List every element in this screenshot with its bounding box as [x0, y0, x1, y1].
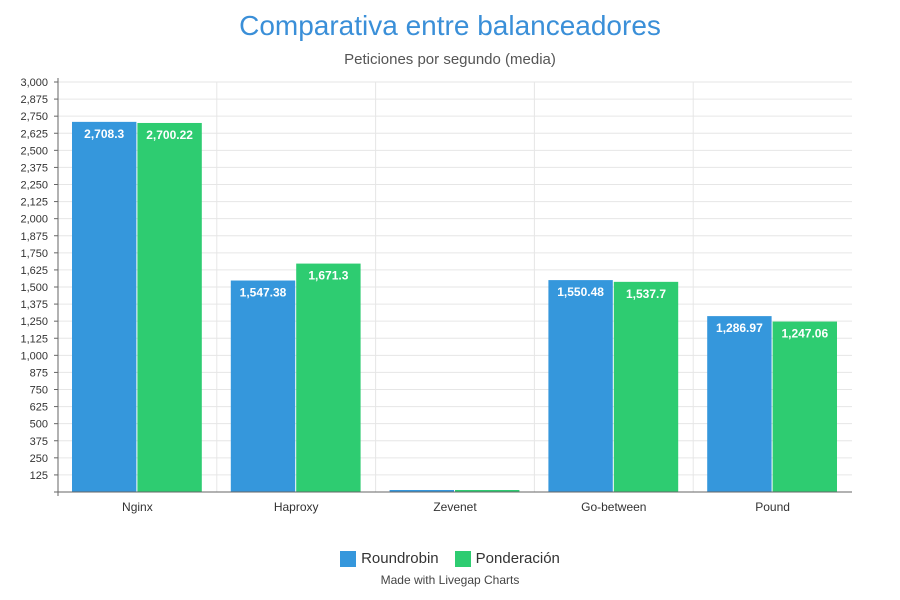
bar-ponderacin-haproxy: [296, 263, 361, 492]
data-label: 1,671.3: [308, 269, 348, 283]
bar-roundrobin-nginx: [72, 121, 137, 493]
y-tick-label: 2,875: [20, 94, 48, 106]
y-tick-label: 2,625: [20, 128, 48, 140]
bar-roundrobin-zevenet: [389, 490, 454, 492]
x-tick-label: Zevenet: [433, 500, 477, 514]
y-tick-label: 1,375: [20, 299, 48, 311]
y-tick-label: 2,125: [20, 197, 48, 209]
bar-ponderacin-nginx: [137, 122, 202, 492]
y-tick-label: 625: [30, 402, 48, 414]
y-tick-label: 500: [30, 419, 48, 431]
y-tick-label: 1,875: [20, 231, 48, 243]
y-tick-label: 1,250: [20, 316, 48, 328]
y-tick-label: 2,375: [20, 162, 48, 174]
data-label: 1,547.38: [240, 286, 287, 300]
y-tick-label: 250: [30, 453, 48, 465]
chart-subtitle: Peticiones por segundo (media): [344, 51, 556, 68]
legend-swatch-ponderacion: [454, 550, 471, 567]
credit-text: Made with Livegap Charts: [380, 573, 520, 587]
y-tick-label: 125: [30, 470, 48, 482]
bar-ponderacin-pound: [772, 321, 837, 492]
y-tick-label: 1,000: [20, 350, 48, 362]
chart-title: Comparativa entre balanceadores: [239, 10, 661, 41]
y-tick-label: 2,750: [20, 111, 48, 123]
y-tick-label: 1,500: [20, 282, 48, 294]
y-tick-label: 2,500: [20, 145, 48, 157]
legend-item-roundrobin[interactable]: Roundrobin: [340, 550, 439, 567]
bar-roundrobin-pound: [707, 316, 772, 492]
bar-ponderacin-gobetween: [613, 281, 679, 492]
y-tick-label: 1,750: [20, 248, 48, 260]
y-tick-label: 875: [30, 367, 48, 379]
legend: Roundrobin Ponderación: [0, 550, 900, 567]
legend-swatch-roundrobin: [340, 550, 357, 567]
y-tick-label: 2,250: [20, 180, 48, 192]
x-tick-label: Nginx: [122, 500, 153, 514]
x-tick-label: Go-between: [581, 500, 646, 514]
y-tick-label: 375: [30, 436, 48, 448]
y-tick-label: 3,000: [20, 77, 48, 89]
data-label: 1,550.48: [557, 285, 604, 299]
x-tick-label: Pound: [755, 500, 790, 514]
legend-label-roundrobin: Roundrobin: [361, 550, 439, 567]
legend-item-ponderacion[interactable]: Ponderación: [454, 550, 560, 567]
bar-roundrobin-haproxy: [230, 280, 296, 492]
data-label: 1,286.97: [716, 321, 763, 335]
data-label: 1,537.7: [626, 287, 666, 301]
y-tick-label: 750: [30, 385, 48, 397]
y-tick-label: 1,625: [20, 265, 48, 277]
bar-ponderacin-zevenet: [455, 490, 520, 492]
bar-roundrobin-gobetween: [548, 280, 613, 492]
data-label: 1,247.06: [781, 327, 828, 341]
data-label: 2,700.22: [146, 128, 193, 142]
legend-label-ponderacion: Ponderación: [475, 550, 560, 567]
y-tick-label: 2,000: [20, 214, 48, 226]
x-tick-label: Haproxy: [274, 500, 319, 514]
y-tick-label: 1,125: [20, 333, 48, 345]
data-label: 2,708.3: [84, 127, 124, 141]
